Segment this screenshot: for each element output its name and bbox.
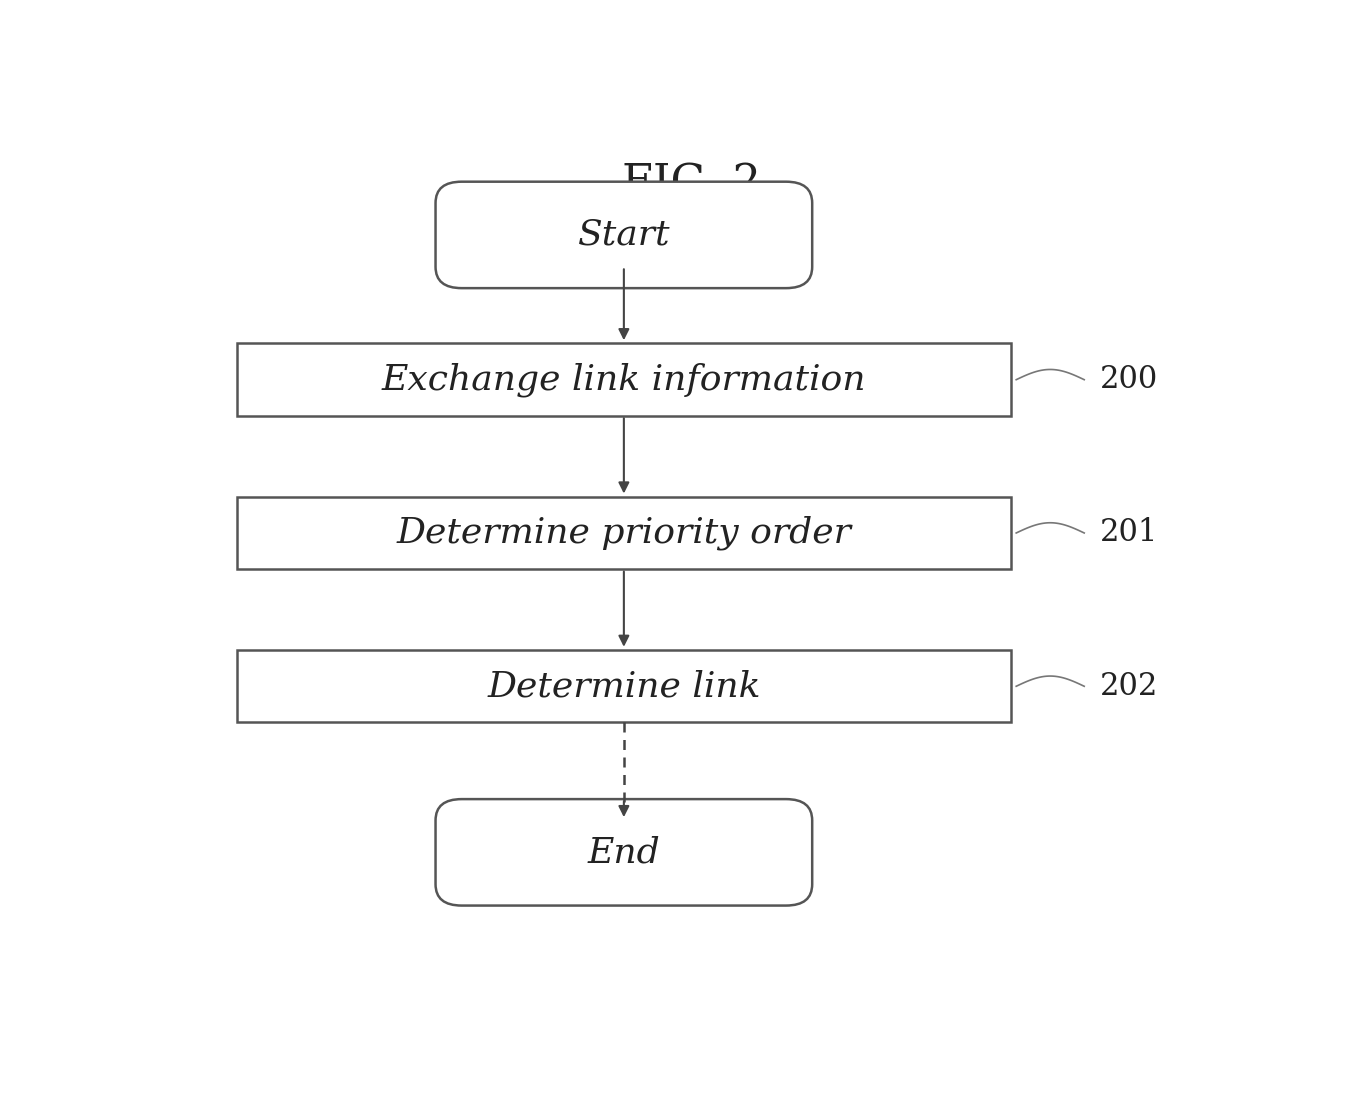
Text: Determine priority order: Determine priority order bbox=[397, 515, 852, 550]
Text: 201: 201 bbox=[1100, 518, 1158, 549]
Text: 200: 200 bbox=[1100, 364, 1158, 395]
FancyBboxPatch shape bbox=[436, 181, 813, 289]
Text: Exchange link information: Exchange link information bbox=[382, 363, 867, 397]
Text: Start: Start bbox=[578, 218, 670, 252]
Text: 202: 202 bbox=[1100, 670, 1158, 702]
FancyBboxPatch shape bbox=[236, 497, 1011, 570]
Text: Determine link: Determine link bbox=[487, 669, 760, 703]
FancyBboxPatch shape bbox=[236, 650, 1011, 722]
FancyBboxPatch shape bbox=[236, 344, 1011, 416]
Text: End: End bbox=[587, 835, 660, 869]
FancyBboxPatch shape bbox=[436, 800, 813, 906]
Text: FIG. 2: FIG. 2 bbox=[622, 163, 761, 206]
